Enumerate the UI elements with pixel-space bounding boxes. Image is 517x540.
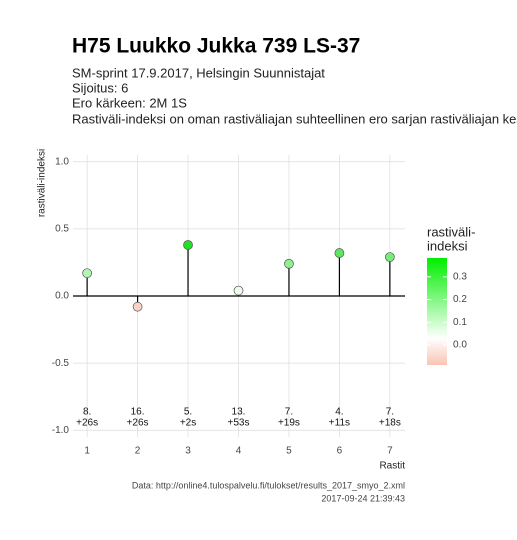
y-tick-label: 1.0 — [55, 156, 69, 167]
x-tick-label: 3 — [185, 446, 191, 457]
point — [82, 268, 92, 279]
y-tick-label: 0.0 — [55, 291, 69, 302]
subtitle: Sijoitus: 6 — [72, 80, 128, 95]
x-axis-label: Rastit — [379, 461, 405, 472]
y-tick-label: 0.5 — [55, 223, 69, 234]
legend-title: rastiväli- — [427, 224, 475, 239]
x-tick-label: 5 — [286, 446, 292, 457]
point — [132, 301, 143, 312]
y-tick-label: -1.0 — [52, 425, 70, 436]
point-label: +53s — [228, 418, 250, 429]
point — [334, 248, 345, 258]
colorbar-label: 0.2 — [453, 294, 467, 305]
point-label: 7. — [386, 407, 394, 418]
point-label: 16. — [131, 407, 145, 418]
point-label: +19s — [278, 418, 300, 429]
y-axis-label: rastiväli-indeksi — [37, 149, 48, 217]
point-label: +26s — [76, 418, 98, 429]
point-label: +26s — [127, 418, 149, 429]
subtitle: Rastiväli-indeksi on oman rastiväliajan … — [72, 111, 517, 126]
point — [183, 240, 193, 250]
legend-title: indeksi — [427, 238, 468, 253]
point — [284, 258, 294, 269]
point-label: 7. — [285, 407, 293, 418]
caption: 2017-09-24 21:39:43 — [321, 493, 405, 503]
point-label: 13. — [232, 407, 246, 418]
point-label: 5. — [184, 407, 192, 418]
subtitle: SM-sprint 17.9.2017, Helsingin Suunnista… — [72, 65, 325, 80]
point — [385, 252, 395, 262]
chart-title: H75 Luukko Jukka 739 LS-37 — [72, 35, 360, 58]
colorbar-label: 0.3 — [453, 271, 467, 282]
point-label: +18s — [379, 418, 401, 429]
colorbar-label: 0.1 — [453, 317, 467, 328]
x-tick-label: 6 — [337, 446, 343, 457]
point — [233, 285, 244, 296]
y-tick-label: -0.5 — [52, 358, 70, 369]
x-tick-label: 4 — [236, 446, 242, 457]
caption: Data: http://online4.tulospalvelu.fi/tul… — [132, 480, 405, 490]
colorbar — [427, 258, 447, 365]
point-label: +11s — [329, 418, 350, 429]
colorbar-label: 0.0 — [453, 340, 467, 351]
x-tick-label: 2 — [135, 446, 141, 457]
subtitle: Ero kärkeen: 2M 1S — [72, 95, 187, 110]
x-tick-label: 1 — [84, 446, 90, 457]
x-tick-label: 7 — [387, 446, 393, 457]
point-label: 4. — [335, 407, 343, 418]
point-label: 8. — [83, 407, 91, 418]
point-label: +2s — [180, 418, 196, 429]
